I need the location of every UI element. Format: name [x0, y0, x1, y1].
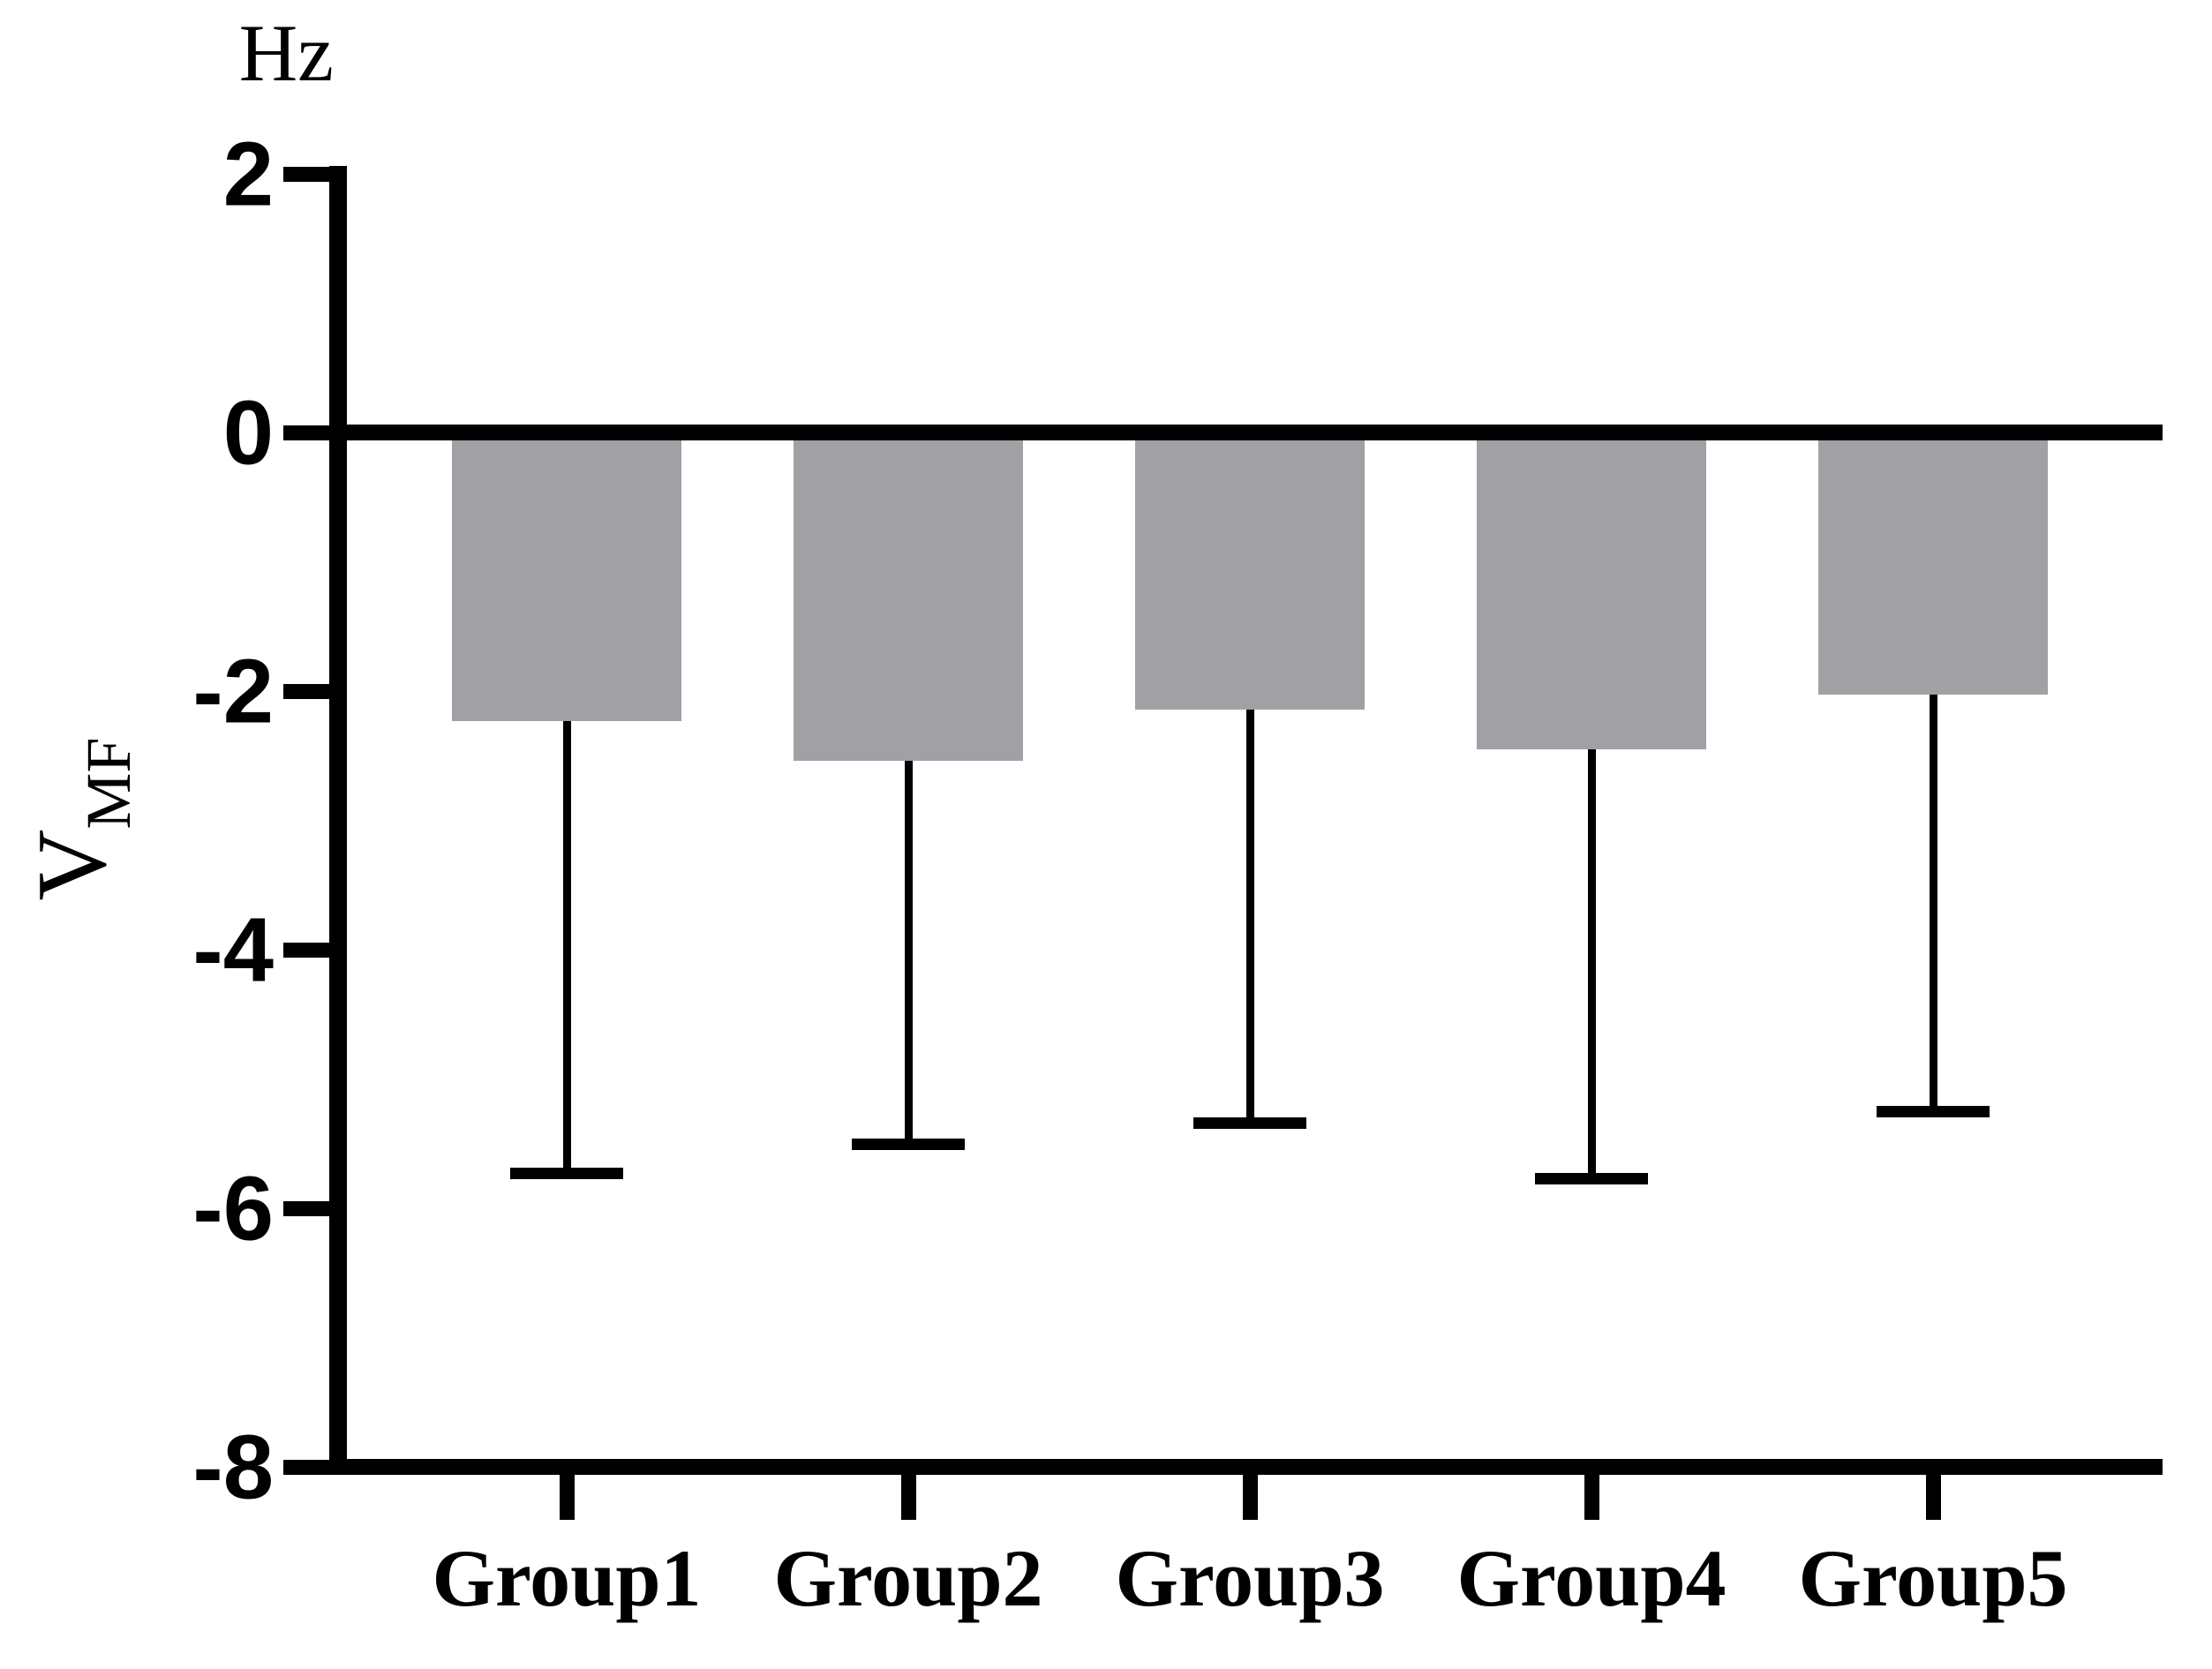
- y-tick-mark: [283, 943, 329, 958]
- error-bar-stem: [905, 761, 913, 1144]
- y-tick-label: -8: [192, 1416, 274, 1518]
- bar-group4: [1477, 432, 1706, 749]
- y-axis-title-subscript: MF: [73, 737, 144, 830]
- y-tick-mark: [283, 1201, 329, 1216]
- y-tick-label: -2: [192, 640, 274, 742]
- y-tick-label: -4: [192, 898, 274, 1001]
- error-bar-stem: [563, 720, 571, 1174]
- bar-group1: [452, 432, 681, 721]
- x-tick-label-group4: Group4: [1456, 1533, 1727, 1623]
- zero-baseline: [329, 425, 2163, 440]
- bar-group5: [1818, 432, 2048, 695]
- bar-group2: [794, 432, 1023, 762]
- error-bar-cap: [510, 1168, 623, 1180]
- error-bar-stem: [1588, 748, 1596, 1179]
- x-tick-label-group2: Group2: [773, 1533, 1043, 1623]
- x-tick-mark: [1243, 1472, 1258, 1520]
- y-tick-mark: [283, 684, 329, 699]
- x-tick-label-group5: Group5: [1798, 1533, 2068, 1623]
- y-tick-label: -6: [192, 1157, 274, 1259]
- y-axis-unit-label: Hz: [238, 8, 334, 98]
- x-tick-label-group1: Group1: [432, 1533, 702, 1623]
- bar-group3: [1135, 432, 1365, 710]
- error-bar-cap: [1193, 1117, 1306, 1130]
- x-tick-mark: [560, 1472, 575, 1520]
- y-axis-title: VMF: [18, 738, 144, 901]
- y-tick-label: 2: [222, 123, 274, 225]
- x-tick-mark: [901, 1472, 916, 1520]
- y-tick-mark: [283, 1460, 329, 1475]
- error-bar-stem: [1930, 695, 1937, 1112]
- y-axis-line: [329, 166, 347, 1475]
- x-tick-mark: [1926, 1472, 1941, 1520]
- x-axis-line: [329, 1459, 2163, 1475]
- x-tick-mark: [1584, 1472, 1599, 1520]
- y-tick-label: 0: [222, 381, 274, 484]
- error-bar-cap: [1877, 1106, 1990, 1118]
- y-axis-title-main: V: [18, 829, 127, 901]
- error-bar-stem: [1246, 709, 1254, 1124]
- error-bar-cap: [1535, 1173, 1648, 1185]
- error-bar-cap: [852, 1138, 965, 1150]
- x-tick-label-group3: Group3: [1115, 1533, 1385, 1623]
- y-tick-mark: [283, 425, 329, 440]
- y-tick-mark: [283, 167, 329, 182]
